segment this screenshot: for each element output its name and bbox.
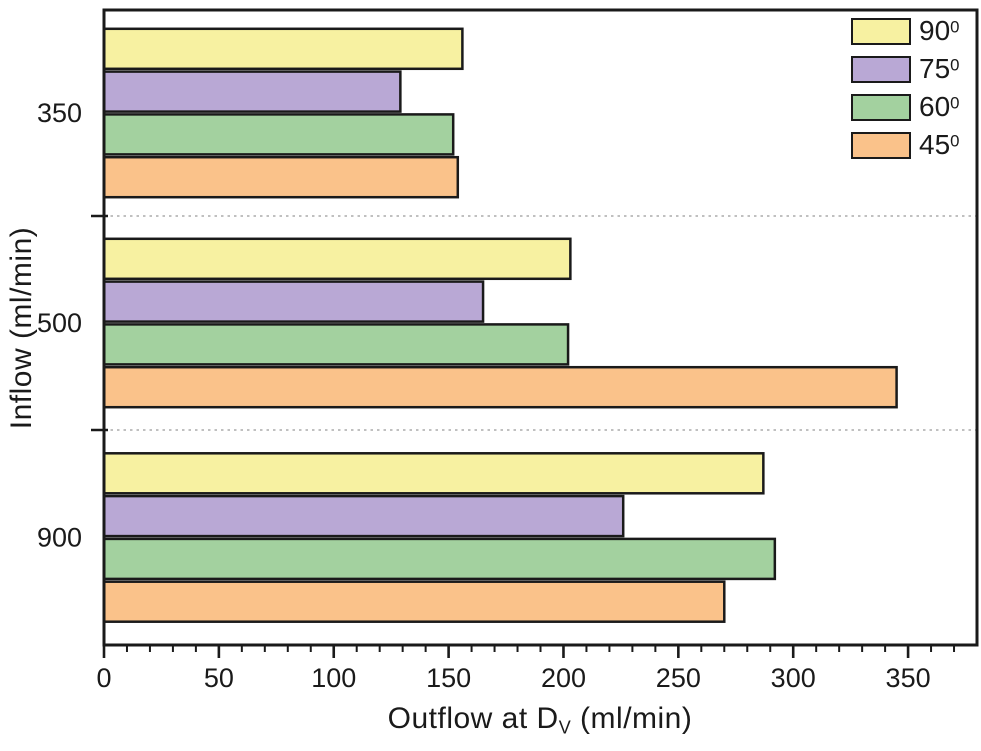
- y-category-label: 900: [37, 523, 82, 553]
- bar-60deg-inflow-350: [102, 113, 455, 156]
- legend-swatch-60deg: [851, 93, 911, 121]
- bar-45deg-inflow-500: [102, 365, 898, 409]
- legend-label-90deg: 900: [919, 15, 960, 46]
- bar-45deg-inflow-900: [102, 580, 726, 623]
- legend-label-60deg: 600: [919, 91, 960, 122]
- legend: 900 750 600 450: [851, 17, 960, 169]
- bar-90deg-inflow-350: [102, 27, 464, 71]
- y-category-label: 500: [37, 308, 82, 338]
- x-tick-label: 0: [96, 663, 111, 693]
- x-tick-label: 300: [771, 663, 816, 693]
- legend-label-75deg: 750: [919, 53, 960, 84]
- bar-75deg-inflow-900: [102, 494, 625, 538]
- x-tick-label: 100: [311, 663, 356, 693]
- legend-swatch-75deg: [851, 55, 911, 83]
- x-axis-title-subscript: V: [558, 717, 572, 738]
- x-axis-title: Outflow at DV (ml/min): [388, 702, 693, 738]
- bar-60deg-inflow-900: [102, 537, 777, 581]
- x-axis-title-main: Outflow at D: [387, 702, 559, 735]
- y-category-label: 350: [37, 98, 82, 128]
- x-tick-label: 350: [886, 663, 931, 693]
- x-tick-label: 250: [656, 663, 701, 693]
- x-tick-label: 200: [541, 663, 586, 693]
- legend-swatch-90deg: [851, 17, 911, 45]
- bar-75deg-inflow-500: [102, 280, 485, 323]
- x-tick-label: 150: [426, 663, 471, 693]
- legend-item-90deg: 900: [851, 17, 960, 45]
- y-axis-title: Inflow (ml/min): [5, 226, 38, 430]
- bar-90deg-inflow-500: [102, 237, 572, 281]
- x-tick-label: 50: [204, 663, 234, 693]
- bar-90deg-inflow-900: [102, 452, 765, 495]
- bar-45deg-inflow-350: [102, 155, 460, 199]
- legend-label-45deg: 450: [919, 129, 960, 160]
- legend-item-60deg: 600: [851, 93, 960, 121]
- legend-swatch-45deg: [851, 131, 911, 159]
- legend-item-45deg: 450: [851, 131, 960, 159]
- x-axis-title-units: (ml/min): [571, 702, 693, 735]
- bar-75deg-inflow-350: [102, 70, 402, 113]
- legend-item-75deg: 750: [851, 55, 960, 83]
- bar-60deg-inflow-500: [102, 323, 570, 366]
